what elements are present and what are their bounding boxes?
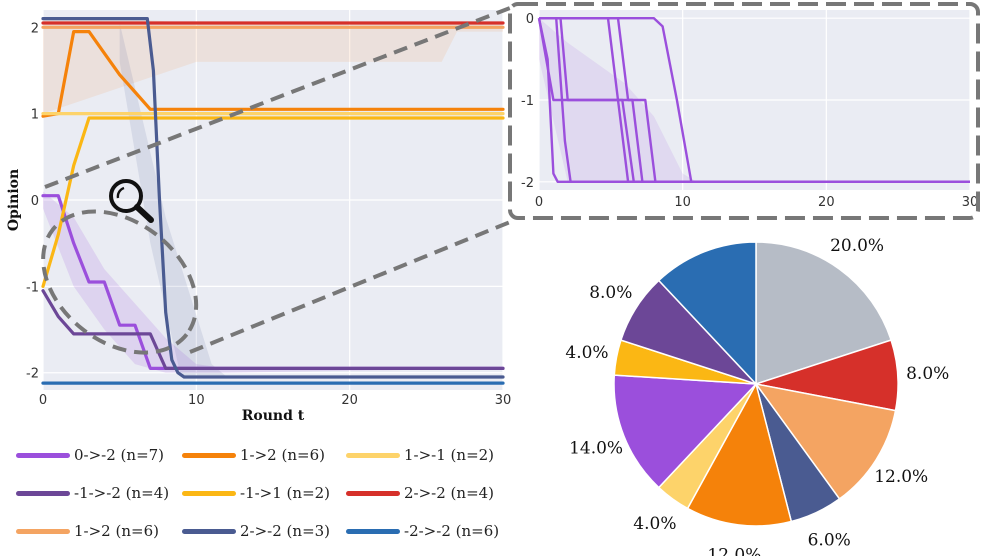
x-tick-label: 20 [341,393,358,408]
legend-swatch [16,452,70,458]
y-tick-label: -1 [26,280,39,295]
legend-item: 2->-2 (n=4) [346,478,494,508]
pie-slice-label: 12.0% [707,546,761,556]
y-tick-label: 2 [31,21,39,36]
pie-slice-label: 8.0% [906,364,949,384]
pie-slice [754,382,897,500]
y-tick-label: 1 [31,108,39,123]
uncertainty-band [119,22,227,378]
pie-slice [755,241,893,386]
legend-swatch [346,528,400,534]
legend-swatch [182,452,236,458]
pie-slice [686,381,793,527]
x-axis-label: Round t [242,408,305,424]
legend-item: -1->-2 (n=4) [16,478,169,508]
chart-legend: 0->-2 (n=7) 1->2 (n=6) 1->-1 (n=2) -1->-… [10,438,510,554]
legend-item: 0->-2 (n=7) [16,440,164,470]
y-axis-label: Opinion [6,169,22,231]
pie-slice-label: 14.0% [569,438,623,458]
x-tick-label: 0 [39,393,47,408]
legend-swatch [182,528,236,534]
legend-item: 1->2 (n=6) [182,440,325,470]
pie-slice-label: 12.0% [874,467,928,487]
legend-swatch [346,490,400,496]
zoom-region-ellipse [41,209,199,355]
x-tick-label: 10 [188,393,205,408]
legend-swatch [16,528,70,534]
pie-slice-label: 4.0% [565,343,608,363]
legend-item: 2->-2 (n=3) [182,516,330,546]
legend-label: 1->2 (n=6) [74,522,159,540]
magnifier-handle [134,204,154,223]
legend-label: -1->1 (n=2) [240,484,331,502]
legend-item: 1->-1 (n=2) [346,440,494,470]
series-line [41,289,505,370]
legend-item: -2->-2 (n=6) [346,516,499,546]
legend-item: 1->2 (n=6) [16,516,159,546]
legend-swatch [346,452,400,458]
legend-label: 1->2 (n=6) [240,446,325,464]
legend-swatch [182,490,236,496]
pie-chart: 20.0% 8.0% 12.0% 6.0% 12.0% 4.0% 14.0% 4.0% 8.0%… [565,236,949,556]
pie-slice [657,241,757,386]
pie-slice-label: 20.0% [830,236,884,256]
y-tick-label: -2 [26,367,39,382]
pie-slice [613,374,758,489]
legend-label: 2->-2 (n=4) [404,484,495,502]
legend-label: -2->-2 (n=6) [404,522,500,540]
y-tick-label: 0 [31,194,39,209]
pie-slice-label: 6.0% [808,531,851,551]
x-tick-label: 30 [495,393,512,408]
legend-item: -1->1 (n=2) [182,478,330,508]
pie-slice-label: 4.0% [633,514,676,534]
legend-swatch [16,490,70,496]
legend-label: 2->-2 (n=3) [240,522,331,540]
pie-slice-label: 8.0% [589,283,632,303]
legend-label: -1->-2 (n=4) [74,484,170,502]
legend-label: 0->-2 (n=7) [74,446,165,464]
legend-label: 1->-1 (n=2) [404,446,495,464]
